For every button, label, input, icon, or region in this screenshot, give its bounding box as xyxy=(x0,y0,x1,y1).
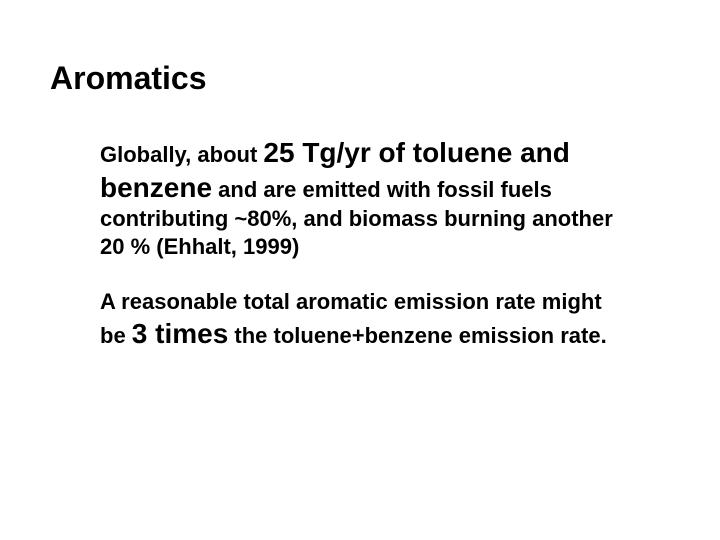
paragraph-2: A reasonable total aromatic emission rat… xyxy=(100,288,630,351)
slide-container: Aromatics Globally, about 25 Tg/yr of to… xyxy=(0,0,720,419)
p1-seg1: Globally, about xyxy=(100,142,263,167)
slide-title: Aromatics xyxy=(50,60,670,97)
p2-seg3: the toluene+benzene emission rate. xyxy=(228,323,606,348)
paragraph-1: Globally, about 25 Tg/yr of toluene and … xyxy=(100,135,630,260)
p2-seg2-emphasis: 3 times xyxy=(132,318,229,349)
slide-body: Globally, about 25 Tg/yr of toluene and … xyxy=(100,135,630,351)
